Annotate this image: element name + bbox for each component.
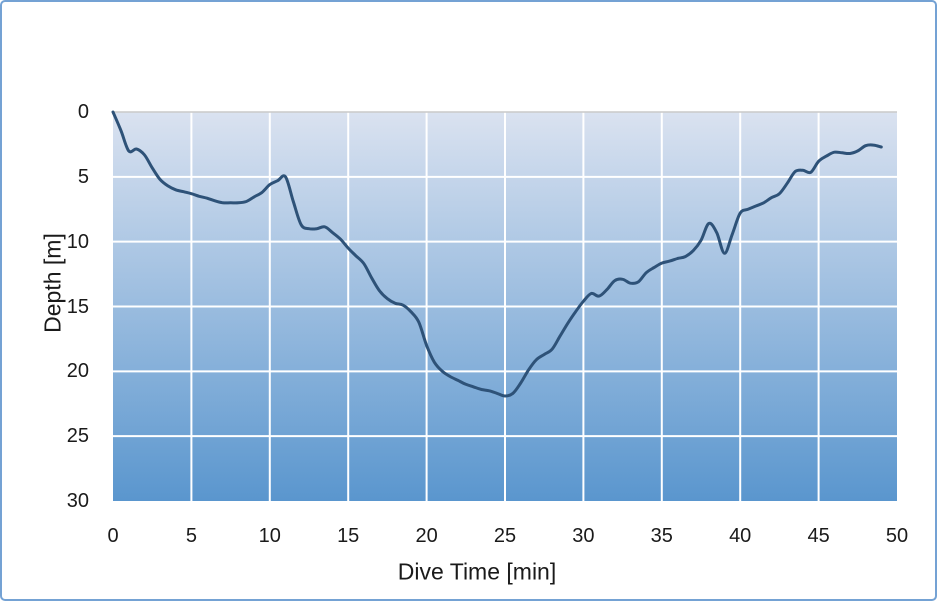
y-tick-label: 5: [77, 165, 89, 188]
y-tick-label: 25: [66, 425, 89, 448]
x-tick-label: 10: [258, 525, 281, 547]
y-tick-label: 20: [66, 360, 89, 383]
x-axis-title: Dive Time [min]: [397, 558, 557, 585]
x-tick-label: 5: [185, 525, 197, 547]
x-tick-label: 30: [572, 525, 595, 547]
x-tick-label: 35: [650, 525, 673, 547]
x-tick-label: 50: [885, 525, 909, 547]
y-tick-label: 15: [66, 295, 89, 318]
x-tick-label: 25: [493, 525, 517, 547]
x-tick-label: 45: [807, 525, 830, 547]
x-tick-label: 20: [415, 525, 438, 547]
y-tick-label: 10: [66, 230, 89, 253]
x-tick-label: 0: [107, 525, 119, 547]
y-tick-label: 30: [66, 490, 89, 512]
y-tick-label: 0: [77, 101, 89, 123]
x-tick-label: 40: [729, 525, 752, 547]
x-tick-label: 15: [337, 525, 360, 547]
